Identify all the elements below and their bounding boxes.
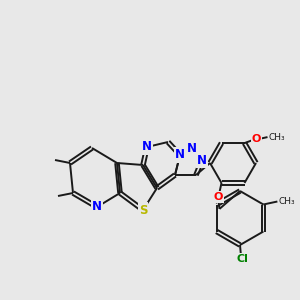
Text: N: N xyxy=(175,148,185,161)
Text: S: S xyxy=(139,203,147,217)
Text: CH₃: CH₃ xyxy=(268,133,285,142)
Text: O: O xyxy=(214,192,223,202)
Text: N: N xyxy=(92,200,102,214)
Text: N: N xyxy=(142,140,152,154)
Text: N: N xyxy=(197,154,207,166)
Text: CH₃: CH₃ xyxy=(278,197,295,206)
Text: N: N xyxy=(187,142,197,154)
Text: Cl: Cl xyxy=(236,254,248,264)
Text: O: O xyxy=(252,134,261,144)
